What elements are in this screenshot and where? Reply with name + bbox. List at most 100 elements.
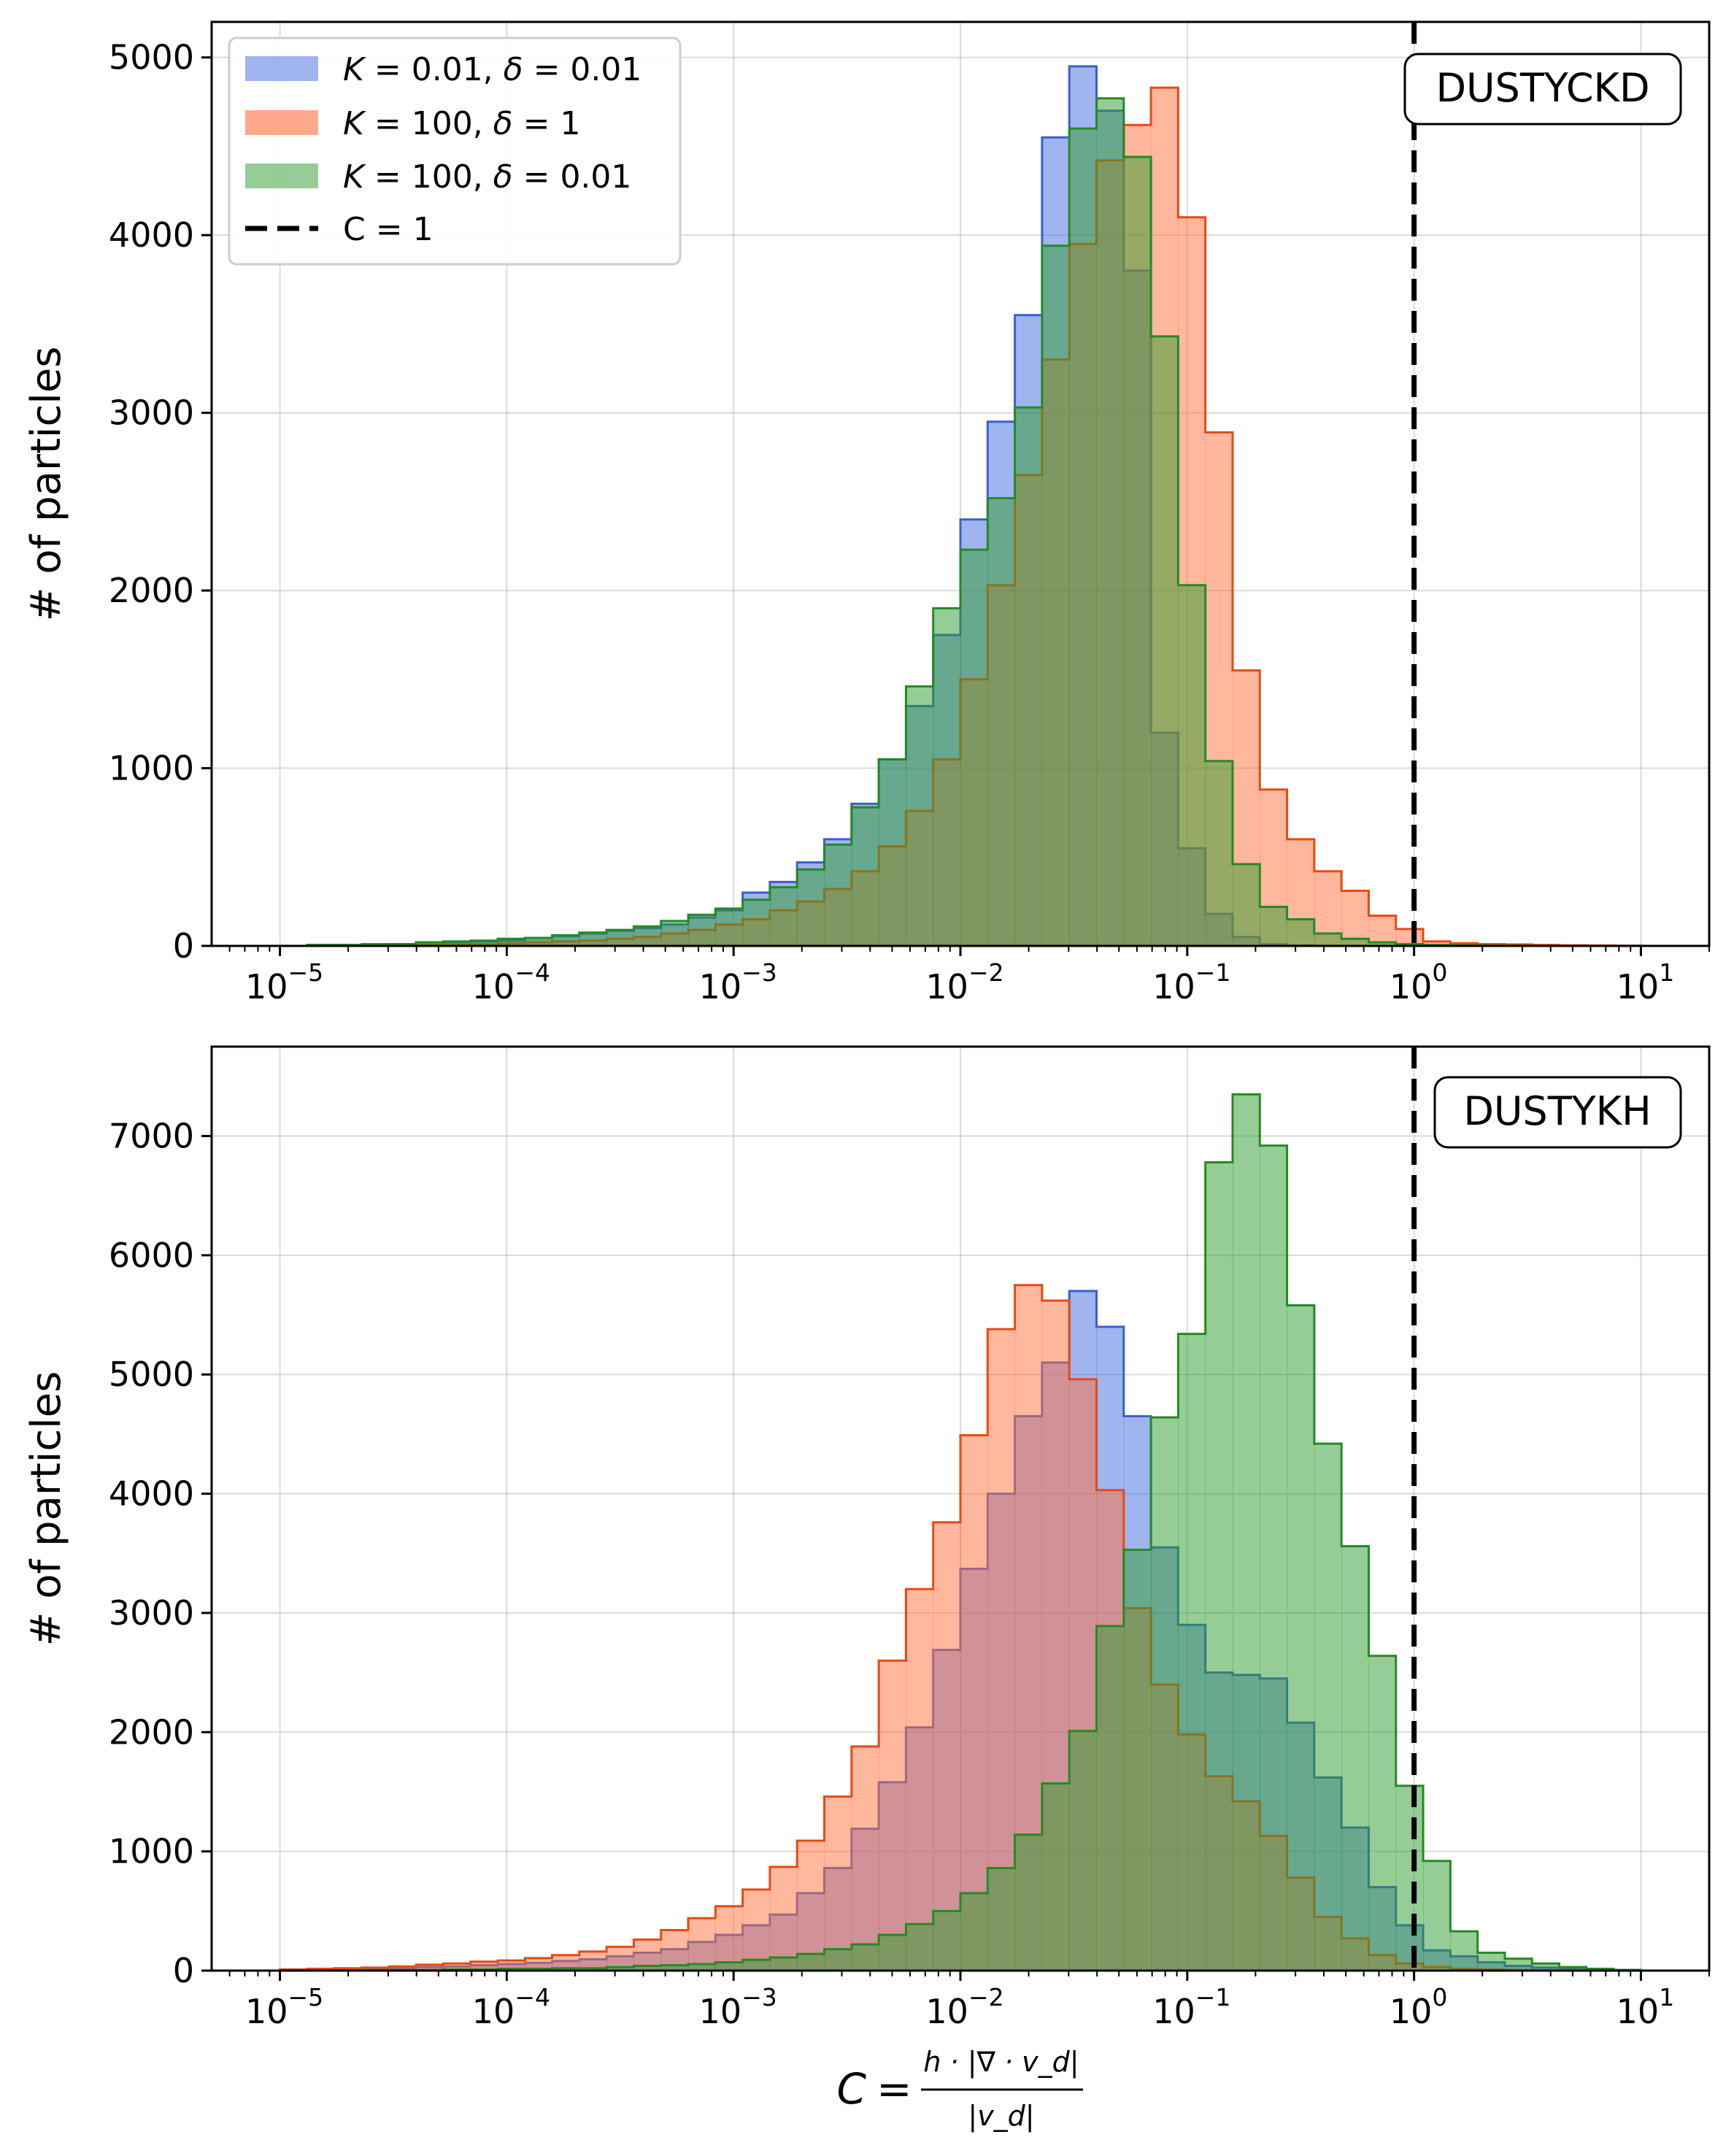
hist-bar <box>1395 928 1424 946</box>
hist-bar <box>715 908 744 946</box>
y-tick-label: 4000 <box>109 1474 194 1514</box>
hist-bar <box>660 920 689 946</box>
hist-bar <box>742 1889 771 1971</box>
panel-dustykh: 10−5 10−4 10−3 10−2 10−1 100 101 0 1000 2000 3000… <box>23 1045 1711 2133</box>
hist-bar <box>1368 942 1397 946</box>
legend-item-k100-d001: K = 100, δ = 0.01 <box>245 158 631 196</box>
x-tick-label: 100 <box>1390 1983 1448 2031</box>
x-tick-label: 10−2 <box>925 958 1003 1006</box>
x-axis-label-numerator: h · |∇ · v_d| <box>923 2046 1079 2079</box>
hist-bar <box>1504 1958 1533 1971</box>
legend-swatch <box>245 163 318 188</box>
hist-bar <box>933 1911 961 1971</box>
hist-bar <box>660 1965 689 1971</box>
histogram-bars <box>280 65 1642 946</box>
legend-item-k100-d1: K = 100, δ = 1 <box>245 105 580 142</box>
hist-bar <box>1041 245 1070 946</box>
x-tick-label: 10−4 <box>472 958 550 1006</box>
hist-bar <box>906 1924 934 1971</box>
hist-bar <box>987 1329 1016 1971</box>
legend-label: K = 100, δ = 1 <box>343 105 580 142</box>
hist-bar <box>1287 919 1315 946</box>
hist-bar <box>579 932 607 946</box>
x-tick-label: 10−1 <box>1152 958 1230 1006</box>
histogram-bars <box>279 1093 1642 1971</box>
hist-bar <box>879 1660 907 1971</box>
hist-bar <box>960 550 988 946</box>
x-tick-label: 10−1 <box>1152 1983 1230 2031</box>
hist-bar <box>1423 1860 1451 1971</box>
hist-bar <box>1395 1785 1424 1971</box>
hist-bar <box>416 1964 444 1971</box>
hist-bar <box>742 899 771 946</box>
y-tick-label: 7000 <box>109 1117 194 1156</box>
legend-swatch <box>245 56 318 81</box>
hist-bar <box>688 1964 716 1971</box>
x-axis-label-equals: = <box>876 2064 912 2114</box>
x-axis-label: C = h · |∇ · v_d| |v_d| <box>837 2046 1083 2133</box>
x-tick-label: 10−5 <box>245 1983 323 2031</box>
hist-bar <box>1178 585 1206 946</box>
hist-bar <box>1096 1625 1125 1971</box>
hist-bar <box>1069 1730 1098 1971</box>
y-axis-ticks: 0 1000 2000 3000 4000 5000 <box>109 38 212 966</box>
hist-bar <box>960 1893 988 1971</box>
hist-bar <box>1341 939 1370 946</box>
hist-bar <box>1232 1094 1260 1971</box>
hist-bar <box>879 1934 907 1971</box>
hist-bar <box>1014 407 1043 946</box>
x-axis-label-lhs: C <box>837 2064 867 2114</box>
y-tick-label: 2000 <box>109 1712 194 1752</box>
hist-bar <box>715 1906 744 1971</box>
hist-bar <box>1287 1305 1315 1971</box>
y-tick-label: 1000 <box>109 749 194 788</box>
hist-bar <box>1559 1967 1587 1971</box>
hist-bar <box>851 807 879 946</box>
hist-bar <box>742 1960 771 1971</box>
hist-bar <box>824 1949 852 1971</box>
y-tick-label: 0 <box>173 926 194 966</box>
hist-bar <box>987 498 1016 946</box>
legend: K = 0.01, δ = 0.01 K = 100, δ = 1 K = 10… <box>228 36 682 266</box>
hist-outline <box>280 97 1641 946</box>
hist-bar <box>987 1868 1016 1971</box>
hist-bar <box>715 1962 744 1971</box>
hist-bar <box>1123 157 1152 946</box>
hist-bar <box>1205 1162 1233 1971</box>
x-tick-label: 10−4 <box>472 1983 550 2031</box>
axes-frame <box>210 1045 1711 1972</box>
badge-dustykh: DUSTYKH <box>1433 1076 1682 1149</box>
hist-bar <box>1178 1333 1206 1971</box>
x-tick-label: 10−5 <box>245 958 323 1006</box>
hist-bar <box>1151 336 1179 946</box>
hist-bar <box>1368 1655 1397 1971</box>
x-tick-label: 101 <box>1617 1983 1675 2031</box>
hist-bar <box>660 1930 689 1971</box>
hist-bar <box>1014 1834 1043 1971</box>
hist-bar <box>606 1967 635 1971</box>
hist-bar <box>797 1840 825 1971</box>
y-axis-label: # of particles <box>23 347 70 622</box>
hist-bar <box>633 1966 662 1971</box>
hist-bar <box>1260 906 1288 946</box>
y-tick-label: 0 <box>173 1951 194 1990</box>
y-axis-label: # of particles <box>23 1371 70 1647</box>
hist-bar <box>497 939 525 946</box>
series-2 <box>280 97 1641 946</box>
hist-bar <box>797 869 825 946</box>
hist-bar <box>906 686 934 946</box>
hist-bar <box>933 1522 961 1971</box>
badge-label: DUSTYKH <box>1463 1088 1651 1134</box>
hist-bar <box>1423 941 1451 946</box>
hist-bar <box>906 1589 934 1971</box>
badge-dustyckd: DUSTYCKD <box>1403 53 1682 126</box>
hist-bar <box>525 938 553 946</box>
hist-bar <box>1450 1931 1479 1971</box>
hist-bar <box>688 1918 716 1971</box>
hist-bar <box>851 1944 879 1971</box>
hist-bar <box>1532 1963 1560 1971</box>
hist-bar <box>1232 864 1260 946</box>
hist-bar <box>1260 1145 1288 1971</box>
series-2 <box>280 1093 1642 1971</box>
x-tick-label: 10−3 <box>699 958 777 1006</box>
